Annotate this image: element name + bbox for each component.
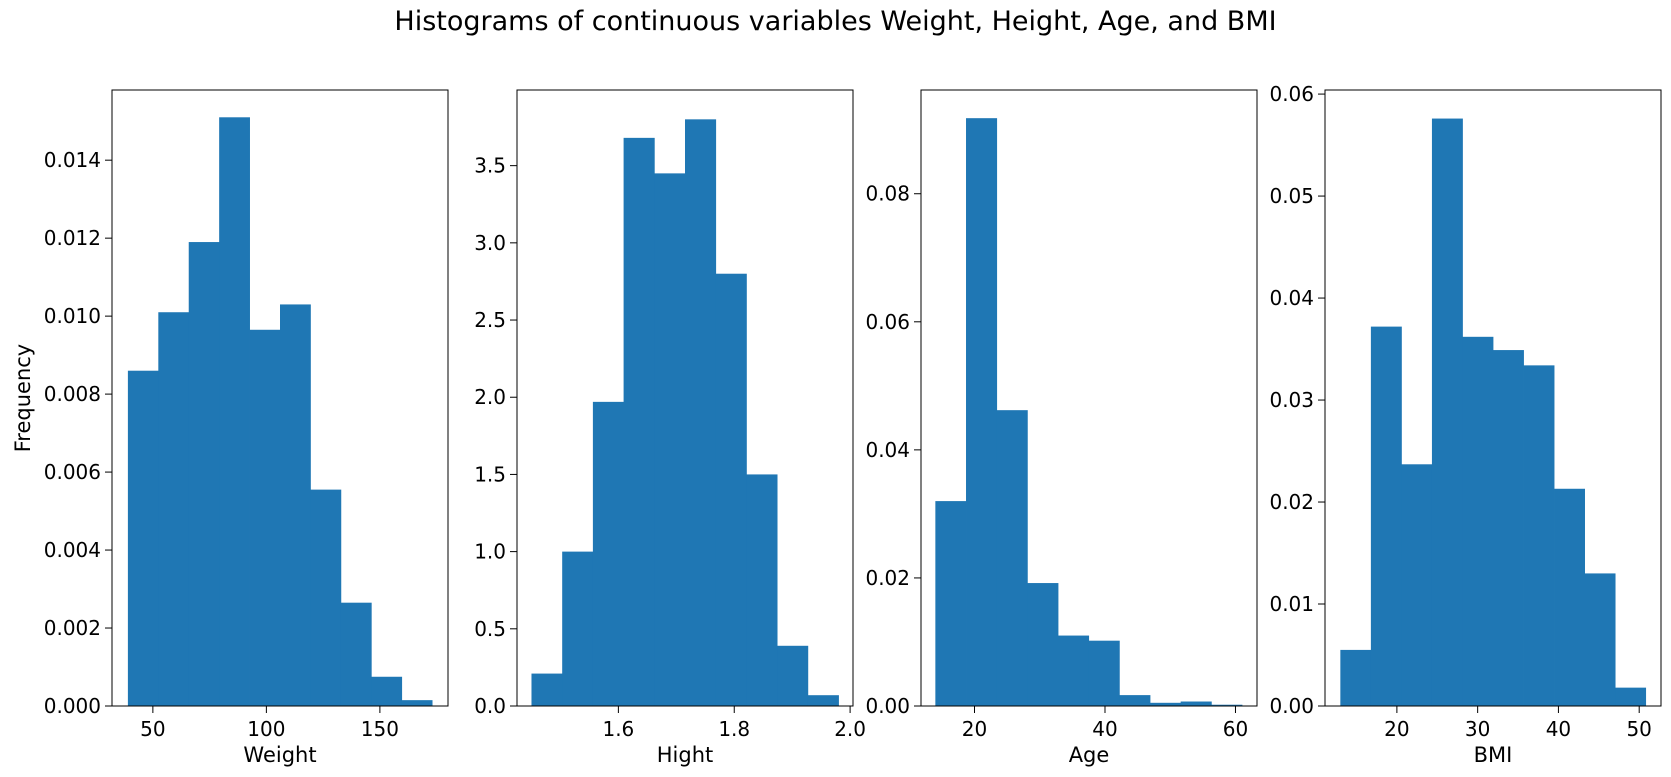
histogram-bar	[1370, 326, 1402, 706]
y-tick-label: 0.006	[44, 460, 101, 484]
histogram-bar	[1462, 336, 1494, 706]
y-tick-label: 1.5	[474, 462, 506, 486]
x-tick-label: 30	[1465, 717, 1490, 741]
histogram-bar	[1401, 464, 1433, 706]
y-tick-label: 0.03	[1269, 388, 1314, 412]
histogram-bar	[777, 645, 809, 706]
histogram-bar	[996, 410, 1028, 706]
histogram-bar	[1431, 118, 1463, 707]
histogram-bar	[1027, 583, 1059, 706]
histogram-bar	[966, 118, 998, 707]
histogram-panel-3: 0.00 0.02 0.04 0.06 0.08 20 40 60 Age	[865, 89, 1258, 767]
axes-frame	[111, 89, 449, 707]
histogram-bar	[127, 370, 159, 706]
x-tick-label: 2.0	[834, 717, 866, 741]
y-tick-label: 2.5	[474, 308, 506, 332]
y-tick-label: 0.004	[44, 538, 101, 562]
y-tick-label: 0.00	[1269, 694, 1314, 718]
y-tick-label: 0.04	[1269, 286, 1314, 310]
histogram-bar	[715, 273, 747, 706]
histogram-bar	[935, 501, 967, 706]
y-tick-label: 0.012	[44, 226, 101, 250]
histogram-bar	[158, 312, 190, 706]
y-tick-label: 0.014	[44, 148, 101, 172]
histogram-bar	[1493, 350, 1524, 706]
x-tick-label: 60	[1223, 717, 1248, 741]
y-tick-label: 3.0	[474, 231, 506, 255]
histogram-bar	[1180, 701, 1212, 706]
axes-frame	[920, 89, 1258, 707]
x-tick-label: 20	[1384, 717, 1409, 741]
histogram-bar	[746, 474, 778, 706]
histogram-bar	[623, 137, 655, 707]
histogram-bar	[249, 329, 281, 706]
y-tick-label: 0.04	[865, 438, 910, 462]
histogram-bar	[562, 551, 594, 706]
histogram-bar	[1211, 704, 1243, 706]
histogram-panel-2: 0.0 0.5 1.0 1.5 2.0 2.5 3.0 3.5 1.6 1.8 2.0 Hight	[474, 89, 866, 767]
histogram-panel-4: 0.00 0.01 0.02 0.03 0.04 0.05 0.06 20 30 40 50 BMI	[1269, 82, 1662, 767]
histogram-bar	[219, 117, 250, 706]
x-tick-label: 1.8	[718, 717, 750, 741]
y-tick-label: 0.5	[474, 617, 506, 641]
histogram-bar	[685, 119, 717, 707]
y-tick-label: 0.01	[1269, 592, 1314, 616]
histogram-bar	[371, 676, 403, 706]
histogram-bar	[340, 602, 372, 706]
histogram-bar	[531, 673, 563, 706]
histogram-bar	[280, 304, 311, 706]
x-axis-label: Hight	[657, 743, 714, 767]
y-tick-label: 0.06	[1269, 82, 1314, 106]
histogram-bar	[310, 489, 342, 706]
y-tick-label: 0.02	[865, 566, 910, 590]
x-axis-label: Age	[1069, 743, 1110, 767]
x-tick-label: 150	[361, 717, 399, 741]
x-axis-label: BMI	[1474, 743, 1513, 767]
y-tick-label: 0.06	[865, 310, 910, 334]
x-tick-label: 1.6	[602, 717, 634, 741]
histogram-bar	[1340, 649, 1372, 706]
y-tick-label: 0.08	[865, 182, 910, 206]
x-tick-label: 100	[247, 717, 285, 741]
histogram-bar	[1088, 640, 1120, 706]
figure-title: Histograms of continuous variables Weigh…	[394, 6, 1277, 37]
y-axis-label: Frequency	[11, 344, 35, 453]
axes-frame	[1324, 89, 1662, 707]
x-axis-label: Weight	[243, 743, 316, 767]
y-tick-label: 3.5	[474, 154, 506, 178]
y-tick-label: 0.02	[1269, 490, 1314, 514]
histogram-bar	[188, 242, 220, 706]
x-tick-label: 20	[962, 717, 987, 741]
x-tick-label: 40	[1546, 717, 1571, 741]
histogram-bar	[401, 700, 433, 706]
y-tick-label: 0.000	[44, 694, 101, 718]
y-tick-label: 0.05	[1269, 184, 1314, 208]
histogram-panel-1: 0.000 0.002 0.004 0.006 0.008 0.010 0.012 0.014…	[11, 89, 449, 767]
histogram-bar	[1523, 365, 1555, 706]
x-tick-label: 40	[1092, 717, 1117, 741]
histogram-bar	[1584, 573, 1616, 706]
y-tick-label: 0.002	[44, 616, 101, 640]
histogram-bar	[654, 173, 686, 707]
y-tick-label: 0.0	[474, 694, 506, 718]
histogram-bar	[592, 401, 624, 706]
axes-frame	[516, 89, 854, 707]
histogram-bar	[1150, 702, 1182, 706]
y-tick-label: 0.008	[44, 382, 101, 406]
x-tick-label: 50	[140, 717, 165, 741]
x-tick-label: 50	[1626, 717, 1651, 741]
histogram-bar	[807, 695, 839, 706]
histogram-bar	[1119, 695, 1151, 706]
y-tick-label: 0.010	[44, 304, 101, 328]
y-tick-label: 1.0	[474, 540, 506, 564]
y-tick-label: 0.00	[865, 694, 910, 718]
histogram-bar	[1554, 488, 1585, 706]
histogram-bar	[1615, 687, 1647, 706]
y-tick-label: 2.0	[474, 385, 506, 409]
histogram-bar	[1058, 635, 1090, 706]
